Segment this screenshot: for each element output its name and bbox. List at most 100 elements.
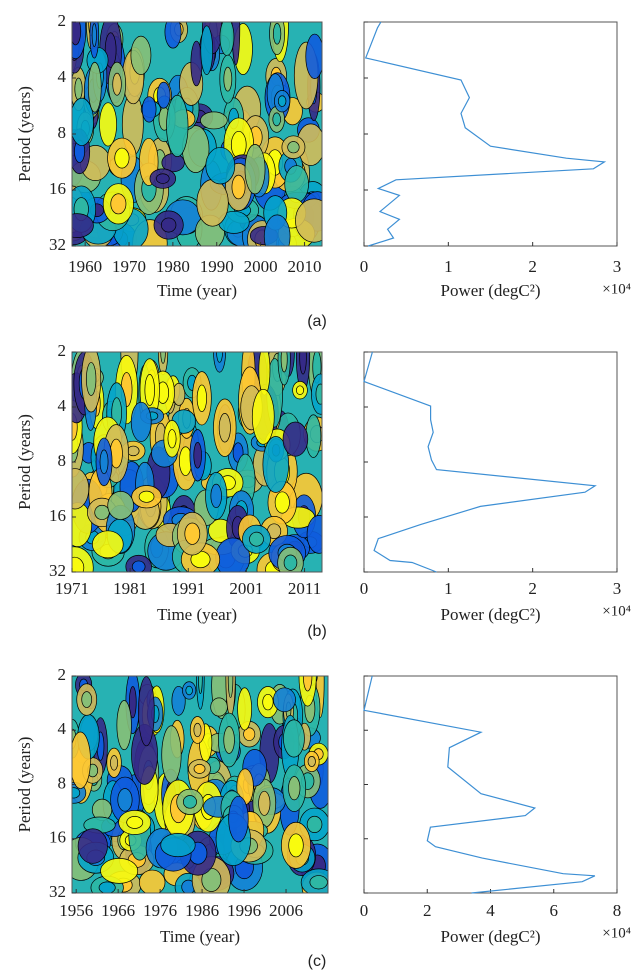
contour-blob bbox=[114, 147, 130, 169]
x-tick-label: 4 bbox=[486, 901, 495, 920]
contour-blob bbox=[138, 490, 155, 503]
contour-blob bbox=[305, 33, 322, 79]
contour-blob bbox=[218, 413, 231, 443]
x-tick-label: 1976 bbox=[143, 901, 177, 920]
contour-blob bbox=[117, 788, 133, 812]
contour-blob bbox=[219, 22, 235, 56]
contour-blob bbox=[284, 165, 309, 203]
y-tick-label: 2 bbox=[58, 341, 67, 360]
contour-blob bbox=[116, 700, 132, 751]
contour-blob bbox=[86, 362, 97, 396]
contour-blob bbox=[258, 790, 271, 816]
x-offset-label: ×10⁴ bbox=[602, 603, 631, 619]
contour-blob bbox=[193, 763, 206, 774]
contour-blob bbox=[87, 61, 102, 113]
contour-blob bbox=[131, 560, 146, 572]
x-tick-label: 1966 bbox=[101, 901, 135, 920]
contour-blob bbox=[200, 25, 213, 75]
plot-frame bbox=[363, 21, 618, 247]
contour-blob bbox=[91, 530, 124, 559]
contour-blob bbox=[77, 828, 108, 864]
power-line bbox=[363, 351, 597, 573]
contour-blob bbox=[100, 858, 139, 884]
y-axis-label: Period (years) bbox=[15, 86, 34, 182]
contour-blob bbox=[230, 130, 247, 159]
y-tick-label: 2 bbox=[58, 665, 67, 684]
x-tick-label: 3 bbox=[613, 579, 622, 598]
y-tick-label: 32 bbox=[49, 882, 66, 901]
contour-blob bbox=[262, 436, 290, 493]
contour-blob bbox=[184, 522, 201, 545]
contour-blob bbox=[200, 111, 228, 130]
contour-blob bbox=[305, 414, 322, 458]
contour-blob bbox=[198, 676, 203, 694]
contour-blob bbox=[72, 731, 91, 789]
power-line bbox=[363, 675, 596, 894]
contour-blob bbox=[144, 374, 155, 406]
y-tick-label: 2 bbox=[58, 11, 67, 30]
contour-blob bbox=[164, 22, 182, 49]
x-tick-label: 3 bbox=[613, 257, 622, 276]
contour-blob bbox=[126, 816, 144, 829]
x-tick-label: 8 bbox=[613, 901, 622, 920]
contour-blob bbox=[210, 697, 228, 717]
contour-blob bbox=[315, 383, 322, 405]
x-tick-label: 0 bbox=[360, 579, 369, 598]
x-tick-label: 2001 bbox=[229, 579, 263, 598]
x-tick-label: 2000 bbox=[244, 257, 278, 276]
contour-blob bbox=[128, 686, 137, 719]
caption: (c) bbox=[308, 953, 327, 970]
x-tick-label: 2006 bbox=[269, 901, 303, 920]
contour-blob bbox=[306, 515, 322, 554]
contour-blob bbox=[72, 22, 82, 46]
contour-blob bbox=[141, 96, 157, 123]
contour-blob bbox=[262, 693, 274, 711]
y-tick-label: 32 bbox=[49, 561, 66, 580]
x-tick-label: 2010 bbox=[287, 257, 321, 276]
x-tick-label: 2011 bbox=[288, 579, 321, 598]
contour-blob bbox=[107, 491, 134, 520]
y-tick-label: 8 bbox=[58, 773, 67, 792]
caption: (a) bbox=[307, 313, 327, 330]
contour-blob bbox=[110, 755, 119, 771]
x-axis-label: Power (degC²) bbox=[441, 605, 541, 624]
contour-blob bbox=[72, 97, 94, 146]
contour-blob bbox=[210, 483, 222, 509]
x-tick-label: 6 bbox=[550, 901, 559, 920]
x-tick-label: 1 bbox=[444, 257, 453, 276]
contour-blob bbox=[138, 676, 155, 747]
contour-blob bbox=[295, 385, 305, 395]
x-tick-label: 0 bbox=[360, 257, 369, 276]
contour-blob bbox=[196, 179, 229, 227]
x-axis-label: Power (degC²) bbox=[441, 281, 541, 300]
x-tick-label: 1981 bbox=[113, 579, 147, 598]
contour-blob bbox=[166, 94, 189, 157]
contour-blob bbox=[156, 173, 170, 184]
caption: (b) bbox=[307, 623, 327, 640]
power-line bbox=[364, 21, 607, 247]
y-tick-label: 8 bbox=[58, 123, 67, 142]
contour-blob bbox=[167, 429, 177, 449]
x-tick-label: 1970 bbox=[112, 257, 146, 276]
x-axis-label: Time (year) bbox=[157, 281, 237, 300]
contour-blob bbox=[156, 81, 171, 109]
y-tick-label: 4 bbox=[58, 719, 67, 738]
x-axis-label: Time (year) bbox=[157, 605, 237, 624]
contour-blob bbox=[72, 213, 94, 238]
contour-blob bbox=[185, 685, 193, 696]
contour-blob bbox=[280, 352, 288, 373]
contour-blob bbox=[99, 102, 117, 147]
y-tick-label: 16 bbox=[49, 506, 66, 525]
y-axis-label: Period (years) bbox=[15, 414, 34, 510]
contour-blob bbox=[272, 22, 282, 45]
y-tick-label: 16 bbox=[49, 179, 66, 198]
contour-blob bbox=[263, 214, 291, 246]
contour-blob bbox=[288, 776, 301, 801]
contour-blob bbox=[110, 193, 127, 215]
contour-field bbox=[72, 22, 322, 246]
contour-blob bbox=[227, 676, 234, 698]
contour-blob bbox=[277, 95, 287, 107]
contour-field bbox=[72, 352, 322, 572]
contour-blob bbox=[274, 491, 290, 514]
